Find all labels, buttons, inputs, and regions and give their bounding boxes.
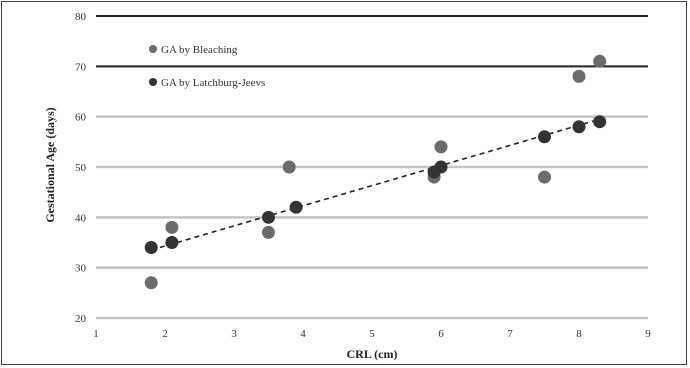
- y-tick-40: 40: [75, 212, 87, 224]
- y-tick-60: 60: [75, 112, 87, 124]
- data-points: [144, 54, 607, 290]
- y-axis-label: Gestational Age (days): [43, 107, 57, 222]
- legend-marker-1: [149, 45, 157, 53]
- x-tick-5: 5: [369, 328, 375, 340]
- legend-marker-2: [149, 78, 157, 86]
- point-series2-3: [262, 210, 275, 224]
- grid-lines: [96, 15, 648, 320]
- legend-label-2: GA by Latchburg-Jeevs: [161, 77, 265, 89]
- y-tick-70: 70: [75, 61, 87, 73]
- x-tick-9: 9: [645, 328, 651, 340]
- point-series2-1: [144, 241, 158, 255]
- point-series1-8: [572, 69, 586, 83]
- x-tick-1: 1: [93, 328, 99, 340]
- point-series2-8: [572, 120, 586, 134]
- point-series2-7: [538, 130, 551, 144]
- point-series1-6: [434, 140, 448, 154]
- point-series2-6: [434, 160, 448, 174]
- x-tick-labels: 1 2 3 4 5 6 7 8 9: [93, 328, 651, 340]
- point-series1-1: [144, 276, 158, 290]
- point-series1-2: [165, 220, 179, 234]
- x-axis-label: CRL (cm): [347, 347, 398, 361]
- x-tick-3: 3: [231, 328, 237, 340]
- x-tick-2: 2: [162, 328, 168, 340]
- y-tick-50: 50: [75, 162, 87, 174]
- y-tick-labels: 20 30 40 50 60 70 80: [75, 11, 87, 325]
- point-series1-3: [262, 225, 275, 239]
- point-series1-7: [538, 170, 551, 184]
- x-tick-7: 7: [507, 328, 513, 340]
- x-tick-8: 8: [576, 328, 582, 340]
- point-series1-4: [282, 160, 296, 174]
- x-tick-4: 4: [300, 328, 306, 340]
- y-tick-20: 20: [75, 313, 87, 325]
- legend-label-1: GA by Bleaching: [161, 44, 238, 56]
- y-tick-80: 80: [75, 11, 87, 23]
- x-tick-6: 6: [438, 328, 444, 340]
- trendline: [150, 118, 600, 251]
- legend: GA by Bleaching GA by Latchburg-Jeevs: [149, 44, 265, 89]
- point-series1-9: [593, 54, 607, 68]
- point-series2-2: [165, 236, 179, 249]
- point-series2-4: [289, 200, 303, 214]
- y-tick-30: 30: [75, 263, 87, 275]
- trendline-dashed: [150, 118, 600, 251]
- point-series2-9: [593, 115, 607, 129]
